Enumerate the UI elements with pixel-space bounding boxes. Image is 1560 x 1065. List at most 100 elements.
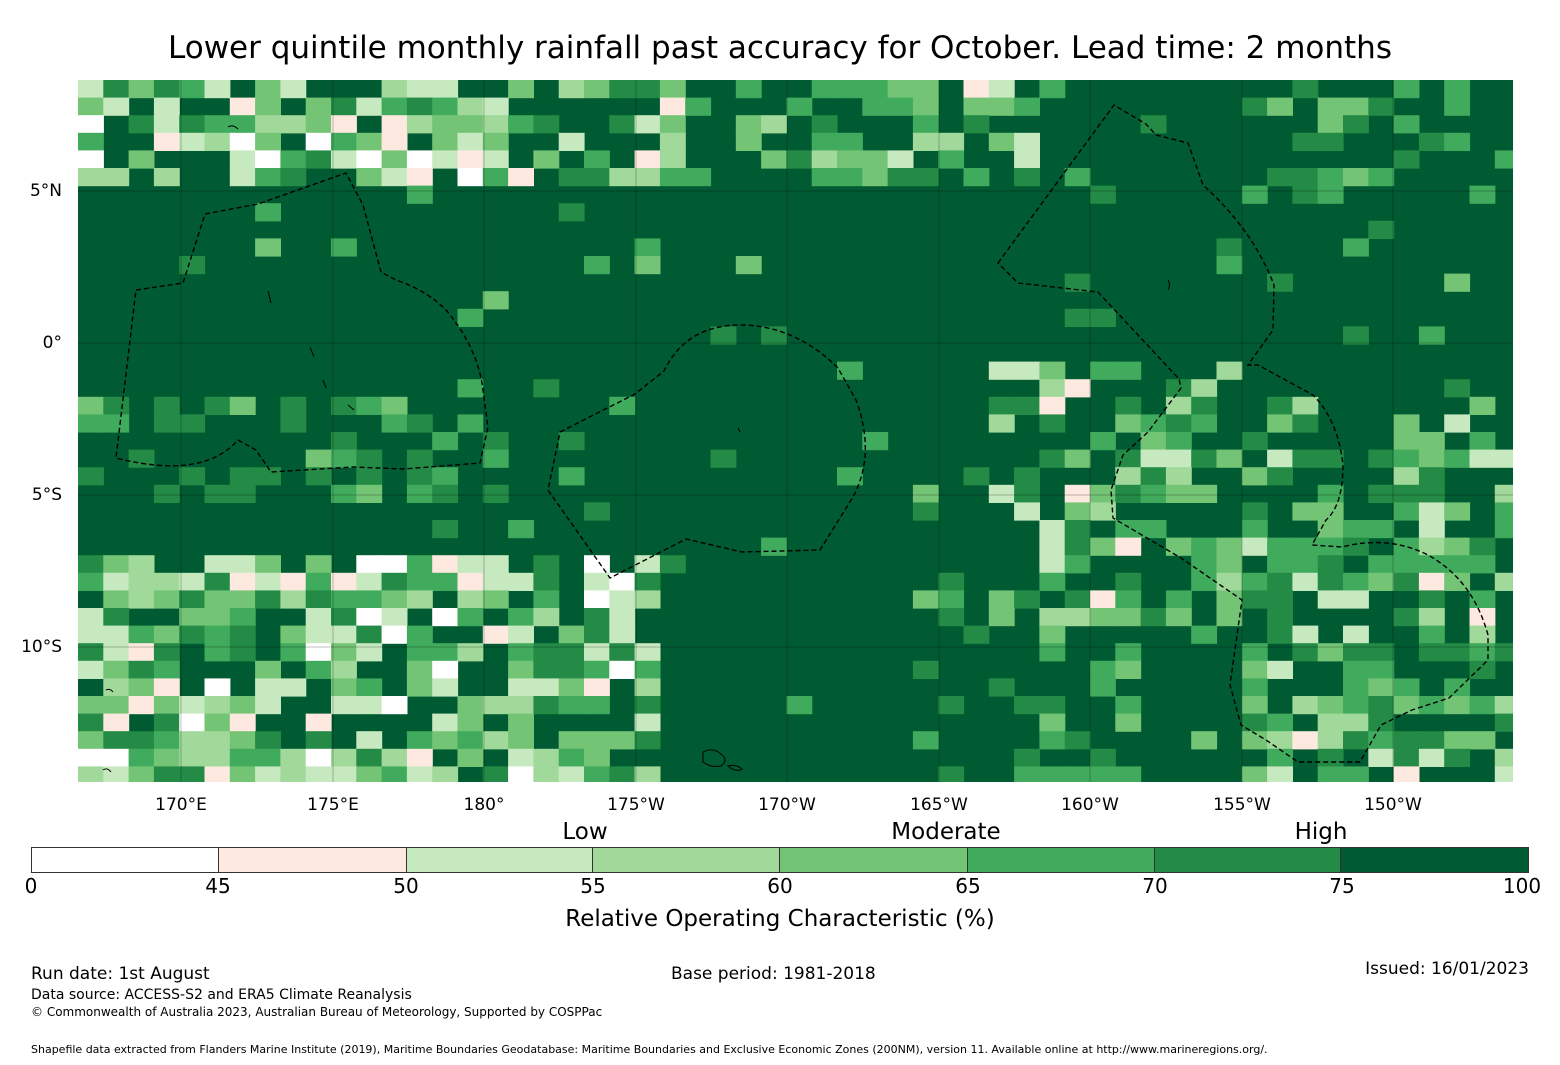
grid-cell: [811, 150, 838, 169]
grid-cell: [634, 713, 661, 732]
grid-cell: [381, 555, 408, 574]
grid-cell: [988, 414, 1015, 433]
grid-cell: [558, 766, 585, 782]
grid-cell: [584, 608, 610, 627]
colorbar-tick: 50: [393, 874, 419, 898]
grid-cell: [103, 748, 130, 767]
grid-cell: [634, 168, 661, 187]
grid-cell: [406, 80, 433, 99]
grid-cell: [1241, 766, 1268, 782]
grid-cell: [508, 731, 534, 750]
grid-cell: [457, 643, 484, 662]
grid-cell: [153, 625, 180, 644]
colorbar-segment-45-50: [218, 848, 407, 872]
grid-cell: [229, 555, 256, 574]
grid-cell: [609, 608, 636, 627]
grid-cell: [912, 97, 939, 116]
grid-cell: [1115, 696, 1142, 715]
grid-cell: [634, 150, 661, 169]
grid-cell: [153, 80, 180, 99]
grid-cell: [78, 555, 104, 574]
grid-cell: [482, 766, 509, 782]
grid-cell: [558, 432, 585, 451]
grid-cell: [837, 150, 863, 169]
grid-cell: [78, 625, 104, 644]
grid-cell: [204, 572, 231, 591]
grid-cell: [584, 150, 610, 169]
grid-cell: [1216, 572, 1243, 591]
grid-cell: [1115, 660, 1142, 679]
grid-cell: [1292, 537, 1319, 556]
grid-cell: [482, 150, 509, 169]
lon-label-155w: 155°W: [1213, 795, 1271, 815]
grid-cell: [1418, 555, 1445, 574]
grid-cell: [1064, 766, 1091, 782]
grid-cell: [128, 625, 155, 644]
grid-cell: [1090, 537, 1116, 556]
grid-cell: [1014, 132, 1040, 151]
grid-cell: [457, 555, 484, 574]
grid-cell: [634, 660, 661, 679]
grid-cell: [406, 115, 433, 134]
grid-cell: [229, 625, 256, 644]
grid-cell: [938, 608, 965, 627]
grid-cell: [1393, 608, 1420, 627]
lon-label-170e: 170°E: [155, 795, 207, 815]
grid-cell: [558, 467, 585, 486]
grid-cell: [1039, 449, 1066, 468]
grid-cell: [609, 396, 636, 415]
grid-cell: [1115, 414, 1142, 433]
grid-cell: [1090, 484, 1116, 503]
grid-cell: [1241, 502, 1268, 521]
grid-cell: [1165, 396, 1192, 415]
grid-cell: [634, 590, 661, 609]
grid-cell: [1368, 97, 1395, 116]
grid-cell: [912, 660, 939, 679]
grid-cell: [381, 150, 408, 169]
grid-cell: [229, 97, 256, 116]
grid-cell: [1343, 572, 1369, 591]
grid-cell: [659, 97, 686, 116]
grid-cell: [1241, 185, 1268, 204]
grid-cell: [128, 731, 155, 750]
grid-cell: [356, 748, 383, 767]
grid-cell: [1140, 449, 1167, 468]
grid-cell: [78, 608, 104, 627]
legend-category-moderate: Moderate: [891, 819, 1001, 845]
grid-cell: [1241, 537, 1268, 556]
grid-cell: [1191, 537, 1218, 556]
grid-cell: [1418, 608, 1445, 627]
grid-cell: [1090, 502, 1116, 521]
grid-cell: [1216, 449, 1243, 468]
grid-cell: [103, 660, 130, 679]
grid-cell: [482, 590, 509, 609]
grid-cell: [1064, 308, 1091, 327]
grid-cell: [356, 467, 383, 486]
grid-cell: [1090, 608, 1116, 627]
grid-cell: [1014, 361, 1040, 380]
grid-cell: [558, 660, 585, 679]
grid-cell: [78, 748, 104, 767]
grid-cell: [1368, 660, 1395, 679]
grid-cell: [229, 608, 256, 627]
grid-cell: [432, 80, 459, 99]
shapefile-credit: Shapefile data extracted from Flanders M…: [31, 1043, 1268, 1056]
grid-cell: [584, 256, 610, 275]
grid-cell: [381, 132, 408, 151]
lat-label-5s: 5°S: [31, 485, 62, 505]
grid-cell: [609, 731, 636, 750]
grid-cell: [1115, 449, 1142, 468]
grid-cell: [938, 150, 965, 169]
grid-cell: [912, 502, 939, 521]
grid-cell: [356, 678, 383, 697]
grid-cell: [735, 80, 762, 99]
grid-cell: [331, 484, 357, 503]
grid-cell: [558, 748, 585, 767]
grid-cell: [128, 80, 155, 99]
grid-cell: [1317, 572, 1344, 591]
grid-cell: [280, 625, 307, 644]
grid-cell: [331, 572, 357, 591]
grid-cell: [356, 97, 383, 116]
grid-cell: [103, 572, 130, 591]
grid-cell: [305, 643, 332, 662]
